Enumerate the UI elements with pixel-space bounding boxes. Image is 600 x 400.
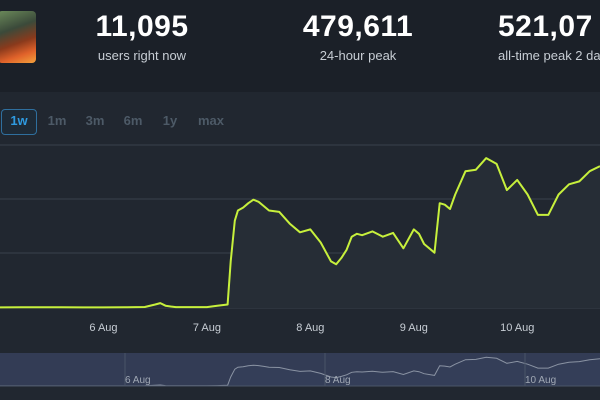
navigator-tick-label: 10 Aug xyxy=(525,375,556,386)
x-tick-label: 6 Aug xyxy=(89,322,117,334)
stats-header: 11,095 users right now 479,611 24-hour p… xyxy=(0,0,600,92)
current-users-value: 11,095 xyxy=(95,10,189,43)
navigator-tick-label: 8 Aug xyxy=(325,375,351,386)
stat-24h-peak: 479,611 24-hour peak xyxy=(283,10,433,63)
all-time-peak-value: 521,07 xyxy=(498,10,593,43)
range-button-3m[interactable]: 3m xyxy=(85,113,105,128)
peak-24h-label: 24-hour peak xyxy=(319,48,397,63)
range-button-1m[interactable]: 1m xyxy=(47,113,67,128)
current-users-label: users right now xyxy=(97,48,187,63)
x-tick-label: 8 Aug xyxy=(296,322,324,334)
navigator-tick-label: 6 Aug xyxy=(125,375,151,386)
range-button-max[interactable]: max xyxy=(197,113,225,128)
all-time-peak-label: all-time peak 2 day xyxy=(498,48,600,63)
peak-24h-value: 479,611 xyxy=(302,10,414,43)
range-button-6m[interactable]: 6m xyxy=(123,113,143,128)
series-line[interactable] xyxy=(0,157,600,309)
x-tick-label: 9 Aug xyxy=(400,322,428,334)
stat-current-users: 11,095 users right now xyxy=(72,10,212,63)
x-tick-label: 10 Aug xyxy=(500,322,534,334)
range-button-1y[interactable]: 1y xyxy=(162,113,178,128)
navigator-window[interactable] xyxy=(0,353,600,386)
game-thumbnail[interactable] xyxy=(0,11,36,63)
range-selector: 1w 1m 3m 6m 1y max xyxy=(0,109,600,135)
range-button-1w[interactable]: 1w xyxy=(1,109,37,135)
stat-all-time-peak: 521,07 all-time peak 2 day xyxy=(498,10,600,63)
x-tick-label: 7 Aug xyxy=(193,322,221,334)
